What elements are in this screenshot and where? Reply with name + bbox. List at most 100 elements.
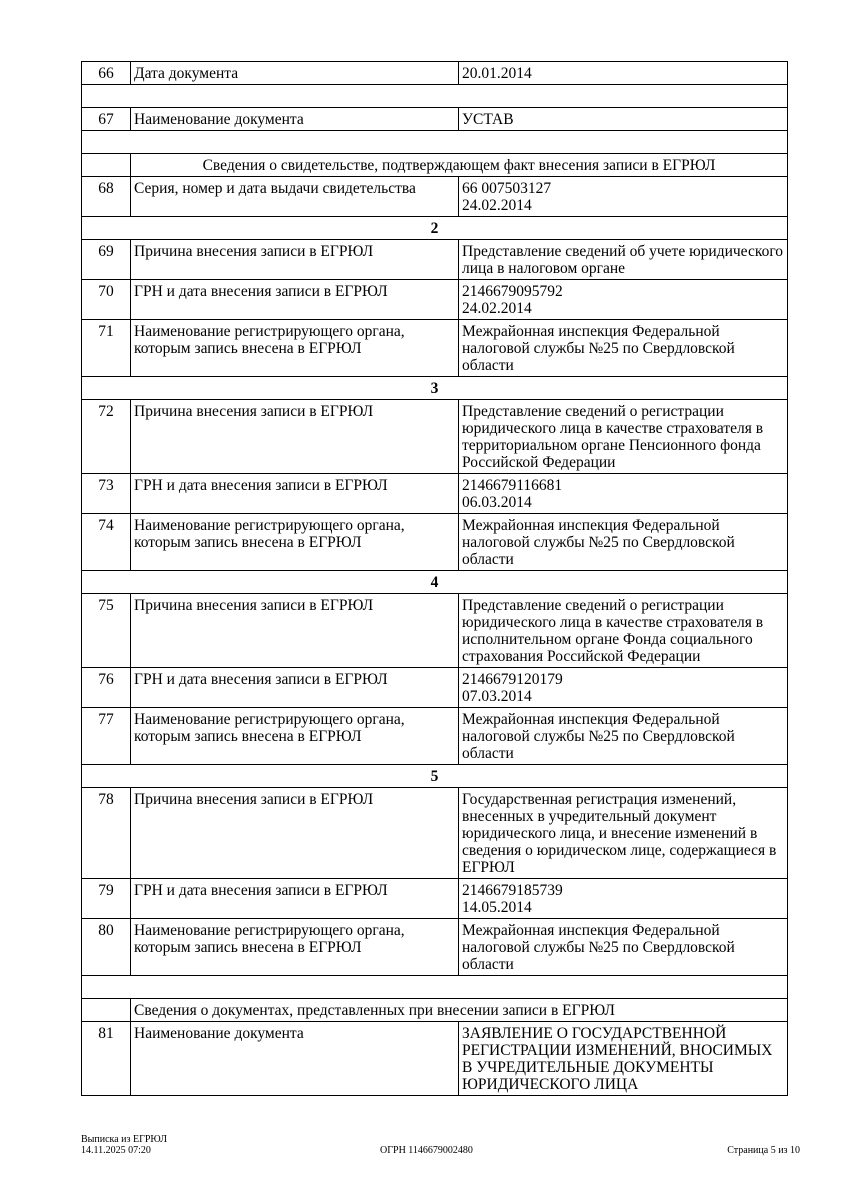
row-number: 76 [81,667,131,708]
row-number: 75 [81,593,131,668]
empty-cell [81,975,788,999]
value-line: УСТАВ [462,111,514,128]
row-label: Причина внесения записи в ЕГРЮЛ [130,593,459,668]
table-row: 81 Наименование документа ЗАЯВЛЕНИЕ О ГОСУ… [81,1021,788,1096]
table-row: 80 Наименование регистрирующего органа, к… [81,918,788,976]
value-line: Представление сведений о регистрации юри… [462,403,764,471]
row-number: 67 [81,107,131,131]
footer-ogrn: ОГРН 1146679002480 [380,1145,473,1156]
table-row: 72 Причина внесения записи в ЕГРЮЛ Предста… [81,399,788,474]
row-label: Дата документа [130,61,459,85]
header-row: Сведения о документах, представленных пр… [81,998,788,1022]
row-value: ЗАЯВЛЕНИЕ О ГОСУДАРСТВЕННОЙ РЕГИСТРАЦИИ … [458,1021,788,1096]
section-number: 4 [81,570,788,594]
row-label: Наименование документа [130,107,459,131]
value-line: 2146679095792 [462,283,563,300]
row-value: Межрайонная инспекция Федеральной налого… [458,707,788,765]
row-label: Причина внесения записи в ЕГРЮЛ [130,399,459,474]
footer-doc-title: Выписка из ЕГРЮЛ [81,1134,167,1145]
row-label: Наименование регистрирующего органа, кот… [130,918,459,976]
value-line: 66 007503127 [462,180,552,197]
row-value: 20.01.2014 [458,61,788,85]
value-line: Государственная регистрация изменений, в… [462,791,777,876]
row-value: 2146679185739 14.05.2014 [458,878,788,919]
empty-cell [81,130,788,154]
footer-datetime: 14.11.2025 07:20 [81,1145,151,1156]
value-line: Межрайонная инспекция Федеральной налого… [462,517,735,568]
row-number: 79 [81,878,131,919]
row-label: Наименование документа [130,1021,459,1096]
row-value: Представление сведений об учете юридичес… [458,239,788,280]
section-header: Сведения о документах, представленных пр… [130,998,788,1022]
row-label: Наименование регистрирующего органа, кот… [130,513,459,571]
table-row: 67 Наименование документа УСТАВ [81,107,788,131]
row-label: ГРН и дата внесения записи в ЕГРЮЛ [130,279,459,320]
empty-cell [81,84,788,108]
header-spacer [81,153,131,177]
value-line: Межрайонная инспекция Федеральной налого… [462,323,735,374]
row-number: 81 [81,1021,131,1096]
value-line: 2146679185739 [462,882,563,899]
row-value: Межрайонная инспекция Федеральной налого… [458,918,788,976]
egrul-table: 66 Дата документа 20.01.2014 67 Наименование… [81,61,788,1096]
table-row: 68 Серия, номер и дата выдачи свидетельст… [81,176,788,217]
row-number: 71 [81,319,131,377]
value-line: Представление сведений об учете юридичес… [462,243,784,277]
row-value: Межрайонная инспекция Федеральной налого… [458,319,788,377]
row-number: 78 [81,787,131,879]
row-label: ГРН и дата внесения записи в ЕГРЮЛ [130,667,459,708]
row-value: Представление сведений о регистрации юри… [458,593,788,668]
footer-page-number: Страница 5 из 10 [727,1145,800,1156]
row-label: Причина внесения записи в ЕГРЮЛ [130,239,459,280]
header-row: Сведения о свидетельстве, подтверждающем… [81,153,788,177]
table-row: 69 Причина внесения записи в ЕГРЮЛ Предста… [81,239,788,280]
footer-left: Выписка из ЕГРЮЛ 14.11.2025 07:20 [81,1134,167,1156]
table-row: 75 Причина внесения записи в ЕГРЮЛ Предста… [81,593,788,668]
value-line: 24.02.2014 [462,300,532,317]
section-number: 5 [81,764,788,788]
table-row: 70 ГРН и дата внесения записи в ЕГРЮЛ 2146… [81,279,788,320]
row-number: 73 [81,473,131,514]
value-line: Межрайонная инспекция Федеральной налого… [462,711,735,762]
section-number: 2 [81,216,788,240]
row-number: 66 [81,61,131,85]
row-value: 2146679120179 07.03.2014 [458,667,788,708]
value-line: ЗАЯВЛЕНИЕ О ГОСУДАРСТВЕННОЙ РЕГИСТРАЦИИ … [462,1025,773,1093]
row-value: Межрайонная инспекция Федеральной налого… [458,513,788,571]
row-value: Государственная регистрация изменений, в… [458,787,788,879]
header-spacer [81,998,131,1022]
value-line: 24.02.2014 [462,197,532,214]
row-label: Наименование регистрирующего органа, кот… [130,707,459,765]
row-label: ГРН и дата внесения записи в ЕГРЮЛ [130,878,459,919]
section-number: 3 [81,376,788,400]
empty-row [81,130,788,154]
empty-row [81,975,788,999]
row-value: 2146679095792 24.02.2014 [458,279,788,320]
table-row: 79 ГРН и дата внесения записи в ЕГРЮЛ 2146… [81,878,788,919]
table-row: 76 ГРН и дата внесения записи в ЕГРЮЛ 2146… [81,667,788,708]
row-number: 80 [81,918,131,976]
row-label: Причина внесения записи в ЕГРЮЛ [130,787,459,879]
row-number: 77 [81,707,131,765]
row-number: 74 [81,513,131,571]
value-line: 06.03.2014 [462,494,532,511]
row-value: УСТАВ [458,107,788,131]
section-row: 2 [81,216,788,240]
row-number: 72 [81,399,131,474]
row-label: Наименование регистрирующего органа, кот… [130,319,459,377]
row-number: 70 [81,279,131,320]
value-line: 20.01.2014 [462,65,532,82]
row-number: 68 [81,176,131,217]
table-row: 78 Причина внесения записи в ЕГРЮЛ Государ… [81,787,788,879]
table-row: 66 Дата документа 20.01.2014 [81,61,788,85]
value-line: 14.05.2014 [462,899,532,916]
row-label: Серия, номер и дата выдачи свидетельства [130,176,459,217]
table-row: 71 Наименование регистрирующего органа, к… [81,319,788,377]
value-line: 2146679116681 [462,477,563,494]
value-line: Межрайонная инспекция Федеральной налого… [462,922,735,973]
value-line: 07.03.2014 [462,688,532,705]
value-line: 2146679120179 [462,671,563,688]
empty-row [81,84,788,108]
value-line: Представление сведений о регистрации юри… [462,597,764,665]
